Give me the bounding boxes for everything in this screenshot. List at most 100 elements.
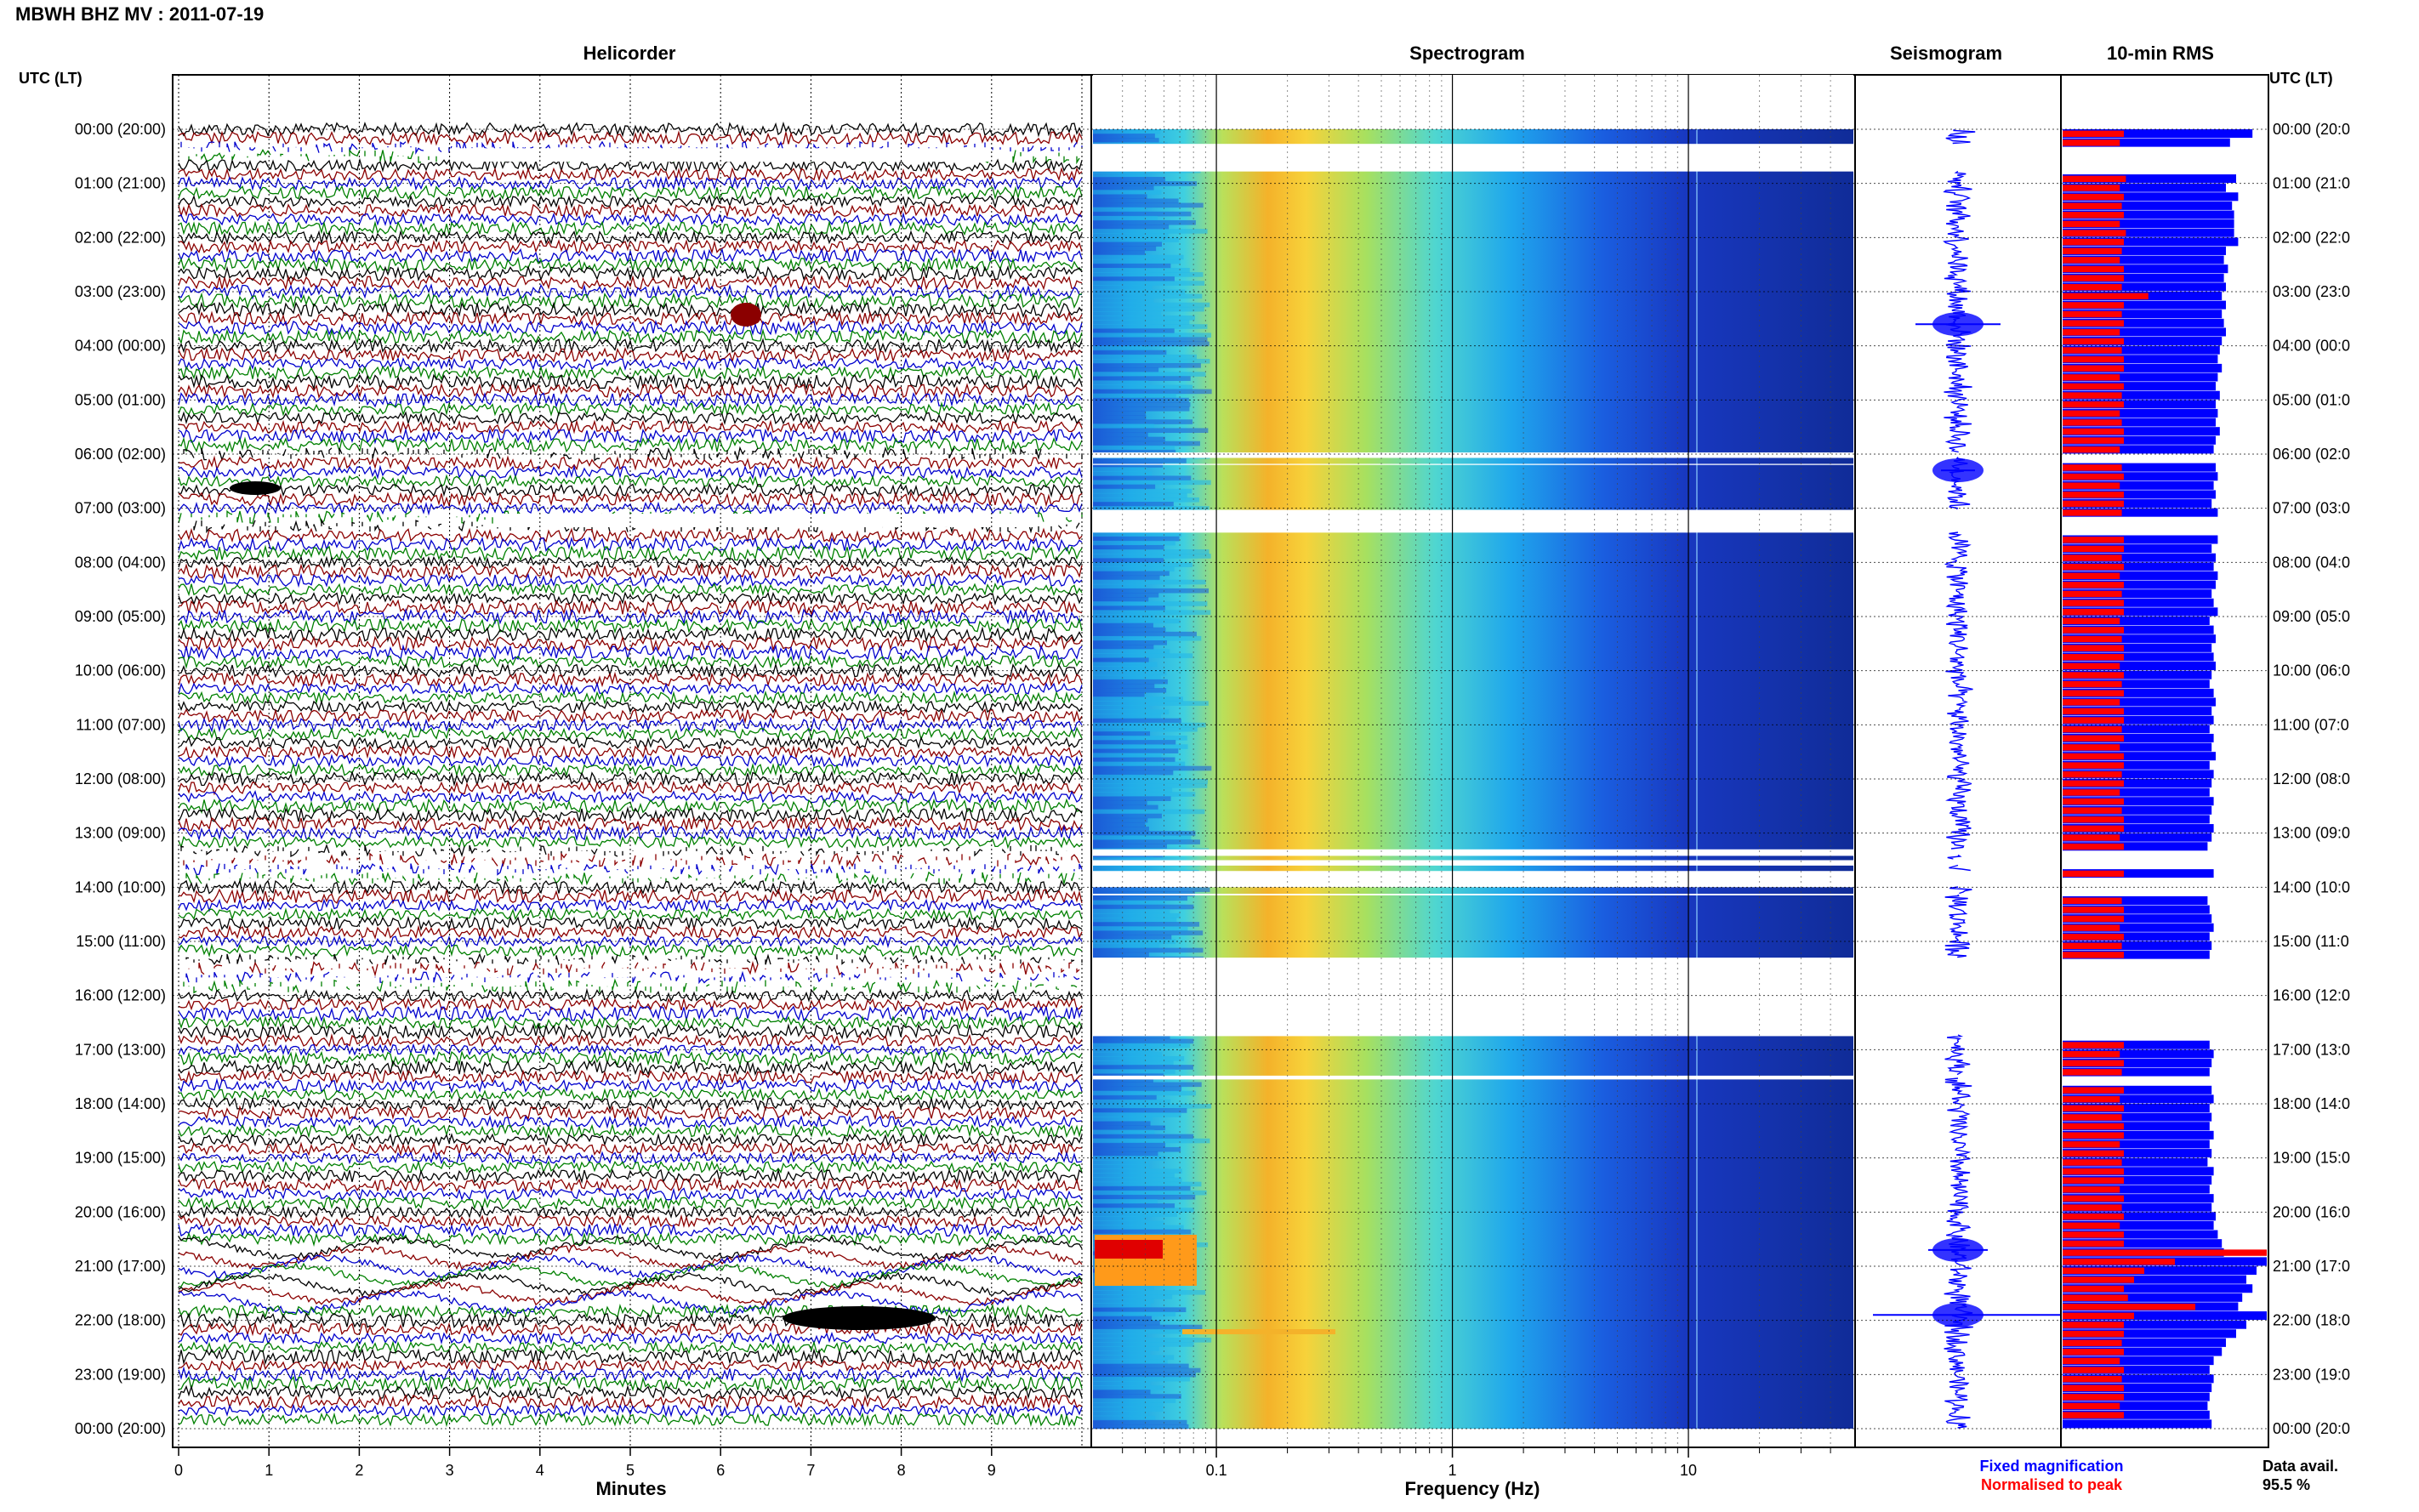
data-gap	[1093, 144, 1853, 172]
spectrogram-row	[1093, 787, 1173, 793]
spectrogram-row	[1093, 467, 1147, 472]
spectrogram-row	[1093, 376, 1191, 381]
rms-bar-normalised	[2063, 617, 2120, 625]
freq-tick-label: 0.1	[1206, 1462, 1227, 1479]
spectrogram-row	[1093, 930, 1204, 935]
rms-bar-fixed	[2063, 752, 2216, 761]
spectrogram-row	[1093, 657, 1149, 662]
helicorder-trace-line	[178, 654, 1083, 669]
rms-panel	[2060, 74, 2269, 1448]
rms-bar-normalised	[2063, 247, 2122, 254]
rms-bar-fixed	[2063, 535, 2218, 544]
spectrogram-row	[1093, 198, 1179, 204]
rms-bar-fixed	[2063, 932, 2210, 941]
rms-bar-fixed	[2063, 688, 2214, 697]
spectrogram-row	[1093, 449, 1176, 455]
rms-bar-normalised	[2063, 193, 2124, 201]
spectrogram-row	[1093, 804, 1158, 810]
rms-bar-normalised	[2063, 1087, 2124, 1094]
helicorder-trace-line	[178, 1271, 1083, 1297]
spectrogram-row	[1093, 1415, 1156, 1421]
helicorder-trace-line	[178, 310, 1083, 327]
right-hour-label: 15:00 (11:0	[2273, 933, 2349, 950]
rms-bar-normalised	[2063, 952, 2124, 958]
rms-bar-fixed	[2063, 1067, 2210, 1077]
rms-bar-normalised	[2063, 329, 2120, 336]
rms-bar-fixed	[2063, 742, 2212, 752]
rms-bar-normalised	[2063, 374, 2120, 381]
spectrogram-row	[1093, 610, 1211, 615]
right-hour-label: 14:00 (10:0	[2273, 878, 2350, 895]
spectrogram-row	[1093, 540, 1175, 546]
spectrogram-row	[1093, 753, 1162, 759]
spectrogram-row	[1093, 588, 1210, 594]
left-hour-label: 23:00 (19:00)	[75, 1366, 166, 1383]
helicorder-trace-line	[178, 1412, 1083, 1428]
spectrogram-row	[1093, 172, 1145, 178]
spectrogram-row	[1093, 1038, 1194, 1044]
spectrogram-row	[1093, 1156, 1166, 1161]
panel-title-spectrogram: Spectrogram	[1409, 43, 1525, 64]
spectrogram-row	[1093, 320, 1190, 325]
spectrogram-row	[1093, 1160, 1149, 1165]
spectrogram-row	[1093, 722, 1206, 728]
rms-bar-fixed	[2063, 1347, 2223, 1356]
data-gap	[1093, 463, 1853, 465]
spectrogram-row	[1093, 1333, 1147, 1339]
spectrogram-row	[1093, 1164, 1150, 1169]
rms-bar-fixed	[2063, 1311, 2267, 1321]
spectrogram-row	[1093, 337, 1208, 343]
spectrogram-row	[1093, 683, 1155, 689]
spectrogram-row	[1093, 566, 1175, 572]
rms-bar-normalised	[2063, 662, 2120, 670]
rms-bar-fixed	[2063, 652, 2214, 662]
rms-bar-fixed	[2063, 869, 2214, 878]
rms-bar-normalised	[2063, 446, 2120, 453]
left-hour-label: 05:00 (01:00)	[75, 391, 166, 408]
spectrogram-row	[1093, 844, 1168, 849]
rms-bar-fixed	[2063, 1374, 2214, 1384]
data-gap	[1093, 849, 1853, 856]
spectrogram-row	[1093, 679, 1168, 685]
rms-bar-fixed	[2063, 715, 2214, 725]
rms-bar-normalised	[2063, 1177, 2124, 1184]
helicorder-trace-line	[178, 1060, 1083, 1077]
minutes-axis-title: Minutes	[595, 1478, 666, 1499]
rms-bar-fixed	[2063, 480, 2214, 490]
helicorder-trace-line	[178, 275, 1083, 291]
helicorder-trace-line	[178, 591, 1083, 606]
spectrogram-row	[1093, 1043, 1191, 1049]
rms-bar-normalised	[2063, 130, 2124, 138]
spectrogram-row	[1093, 1094, 1157, 1100]
spectrogram-row	[1093, 1346, 1159, 1351]
rms-bar-fixed	[2063, 1130, 2214, 1140]
right-hour-label: 12:00 (08:0	[2273, 770, 2350, 787]
spectrogram-row	[1093, 558, 1164, 563]
spectrogram-row	[1093, 272, 1204, 277]
helicorder-trace-line	[178, 346, 1083, 363]
left-axis-label: UTC (LT)	[19, 70, 83, 87]
event-blob	[731, 303, 761, 327]
seismogram-burst	[1932, 1237, 1984, 1262]
spectrogram-row	[1093, 935, 1172, 940]
spectrogram-row	[1093, 912, 1181, 918]
helicorder-trace-line	[178, 1280, 1083, 1306]
minutes-axis: 0 1 2 3 4 5 6 7 8 9	[174, 1447, 996, 1479]
rms-bar-normalised	[2063, 1168, 2124, 1175]
data-gap	[1093, 452, 1853, 458]
spectrogram-row	[1093, 432, 1148, 438]
rms-bar-fixed	[2063, 1230, 2218, 1239]
rms-bar-normalised	[2063, 320, 2124, 327]
rms-bar-normalised	[2063, 725, 2122, 733]
rms-bar-fixed	[2063, 472, 2218, 481]
rms-bar-fixed	[2063, 282, 2226, 292]
spectrogram-row	[1093, 263, 1171, 269]
left-hour-label: 19:00 (15:00)	[75, 1150, 166, 1167]
rms-bar-normalised	[2063, 798, 2124, 805]
freq-tick-label: 1	[1449, 1462, 1457, 1479]
right-hour-label: 18:00 (14:0	[2273, 1095, 2350, 1112]
spectrogram-row	[1093, 219, 1196, 225]
minute-tick-label: 2	[355, 1462, 363, 1479]
helicorder-trace-line	[178, 681, 1083, 696]
rms-bar-fixed	[2063, 914, 2212, 924]
